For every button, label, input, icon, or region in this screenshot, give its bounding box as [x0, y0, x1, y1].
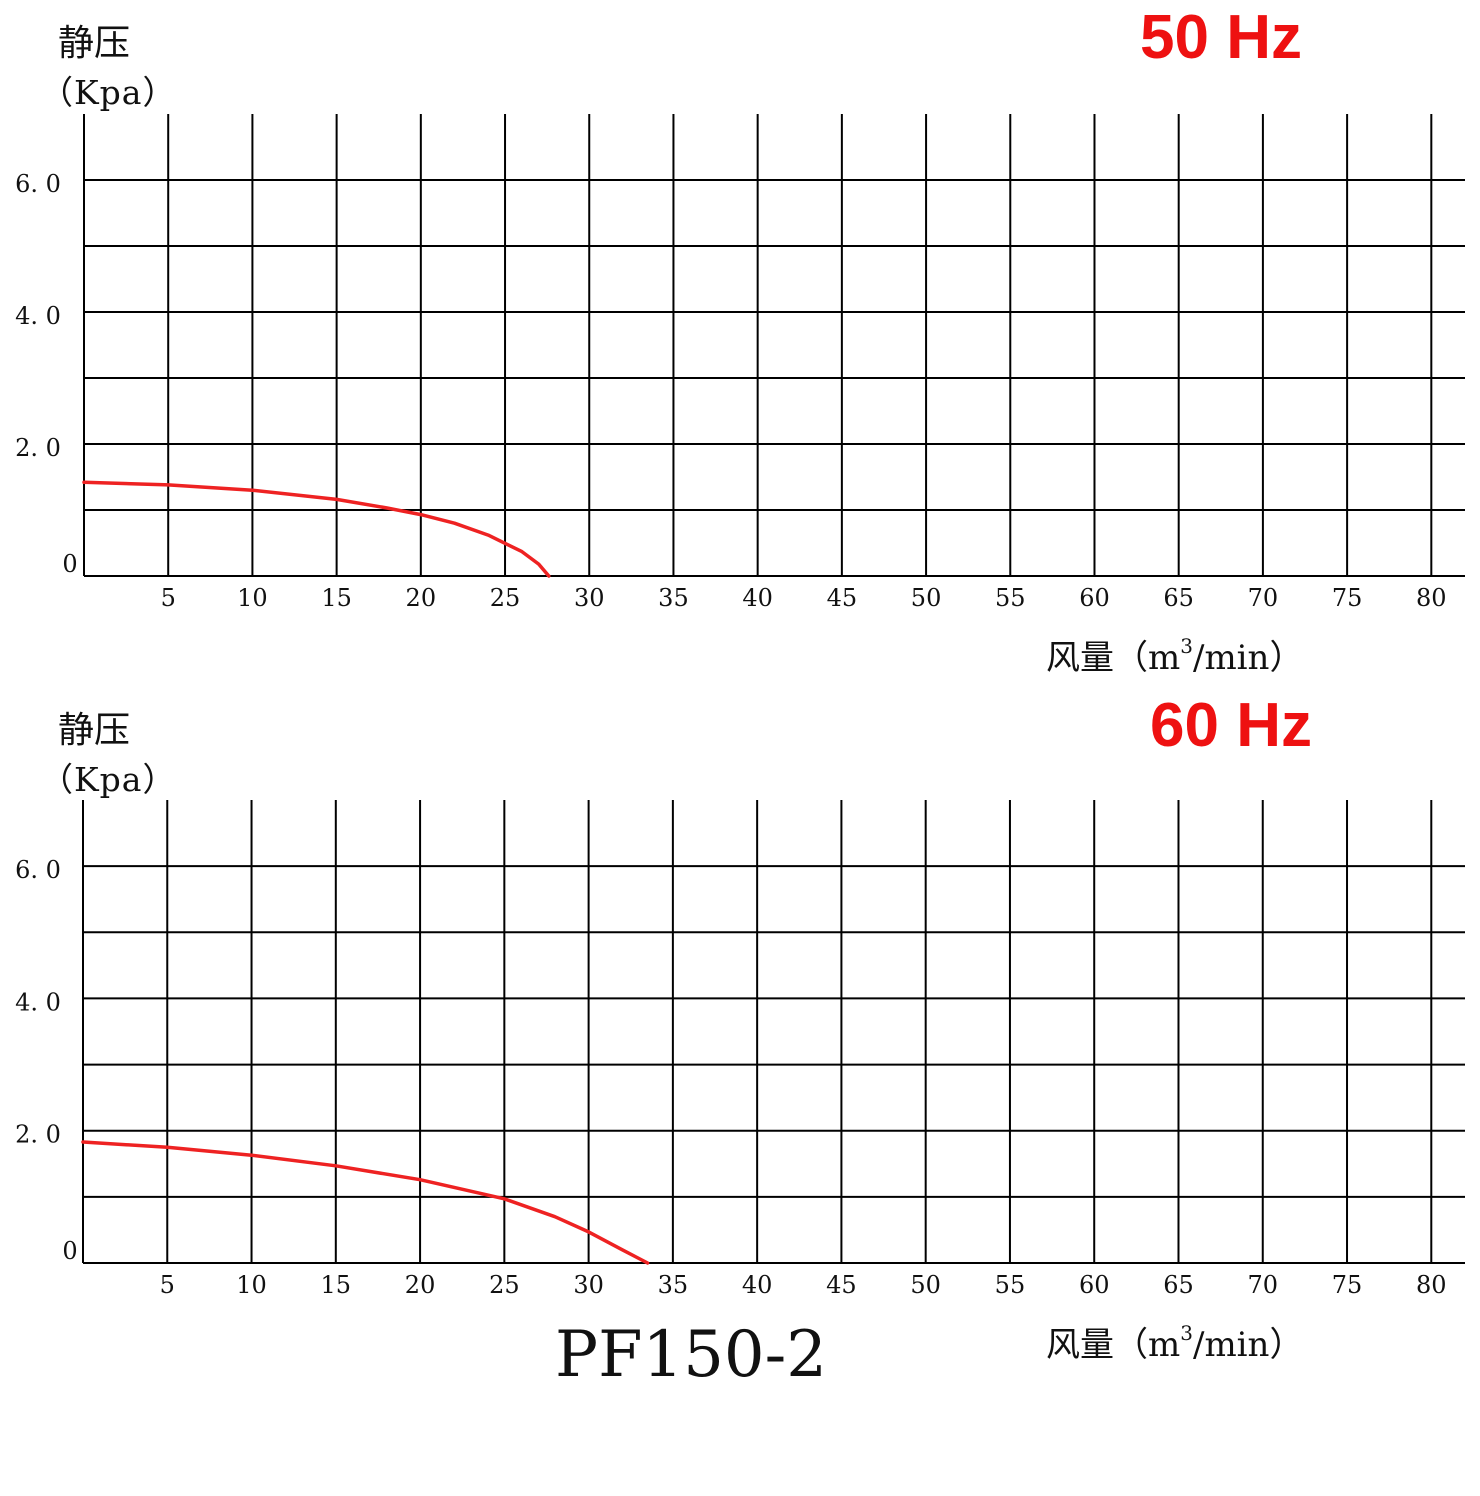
x-tick-label: 15: [321, 1271, 352, 1299]
x-tick-label: 40: [742, 584, 773, 612]
x-tick-label: 70: [1248, 584, 1279, 612]
y-axis-label: 静压: [58, 23, 131, 64]
x-tick-label: 75: [1332, 1271, 1363, 1299]
x-tick-label: 65: [1163, 1271, 1194, 1299]
y-tick-label: 2. 0: [15, 434, 61, 462]
x-axis-label: 风量（m3/min）: [1046, 630, 1303, 679]
x-tick-label: 45: [827, 584, 858, 612]
x-tick-label: 55: [995, 1271, 1026, 1299]
x-axis-label-end: /min）: [1192, 638, 1304, 678]
x-axis-label-sup: 3: [1180, 1321, 1193, 1345]
series-line: [82, 480, 551, 578]
x-axis-label-text: 风量（m: [1046, 1325, 1181, 1365]
x-tick-label: 60: [1079, 1271, 1110, 1299]
y-axis-unit: （Kpa）: [40, 760, 177, 799]
x-tick-label: 50: [910, 1271, 941, 1299]
x-axis-label-text: 风量（m: [1046, 638, 1181, 678]
x-tick-label: 80: [1416, 1271, 1447, 1299]
x-axis-label: 风量（m3/min）: [1046, 1317, 1303, 1366]
y-tick-label: 0: [62, 1237, 77, 1265]
x-tick-label: 45: [826, 1271, 857, 1299]
x-axis-label-end: /min）: [1192, 1325, 1304, 1365]
y-axis-label: 静压: [58, 710, 131, 751]
x-tick-label: 5: [160, 1271, 175, 1299]
x-tick-label: 25: [489, 1271, 520, 1299]
frequency-label: 60 Hz: [1150, 691, 1312, 760]
x-tick-label: 50: [911, 584, 942, 612]
chart-plot: 5 10 15 20 25 30 35 40 45 50 55 60 65 70 75 80 0 2. 0 4. 0…: [15, 114, 1465, 612]
x-tick-label: 10: [237, 584, 268, 612]
x-tick-label: 20: [406, 584, 437, 612]
x-tick-label: 55: [995, 584, 1026, 612]
series-line: [81, 1140, 650, 1265]
x-tick-label: 30: [574, 584, 605, 612]
x-tick-label: 5: [161, 584, 176, 612]
x-tick-label: 15: [321, 584, 352, 612]
x-tick-label: 65: [1163, 584, 1194, 612]
x-tick-label: 20: [405, 1271, 436, 1299]
model-name: PF150-2: [555, 1318, 827, 1392]
y-tick-label: 2. 0: [15, 1121, 61, 1149]
y-tick-label: 0: [62, 550, 77, 578]
x-tick-label: 75: [1332, 584, 1363, 612]
x-tick-label: 10: [236, 1271, 267, 1299]
x-tick-label: 60: [1079, 584, 1110, 612]
x-tick-label: 25: [490, 584, 521, 612]
x-tick-label: 40: [742, 1271, 773, 1299]
x-tick-label: 30: [573, 1271, 604, 1299]
y-axis-unit: （Kpa）: [40, 73, 177, 112]
y-tick-label: 6. 0: [15, 856, 61, 884]
x-tick-label: 80: [1416, 584, 1447, 612]
y-tick-label: 4. 0: [15, 988, 61, 1016]
x-tick-label: 35: [658, 584, 689, 612]
chart-plot: 5 10 15 20 25 30 35 40 45 50 55 60 65 70 75 80 0 2. 0 4. 0…: [15, 800, 1465, 1299]
y-tick-label: 6. 0: [15, 170, 61, 198]
x-axis-label-sup: 3: [1180, 634, 1193, 658]
x-tick-label: 35: [658, 1271, 689, 1299]
y-tick-label: 4. 0: [15, 302, 61, 330]
x-tick-label: 70: [1247, 1271, 1278, 1299]
frequency-label: 50 Hz: [1140, 3, 1302, 72]
